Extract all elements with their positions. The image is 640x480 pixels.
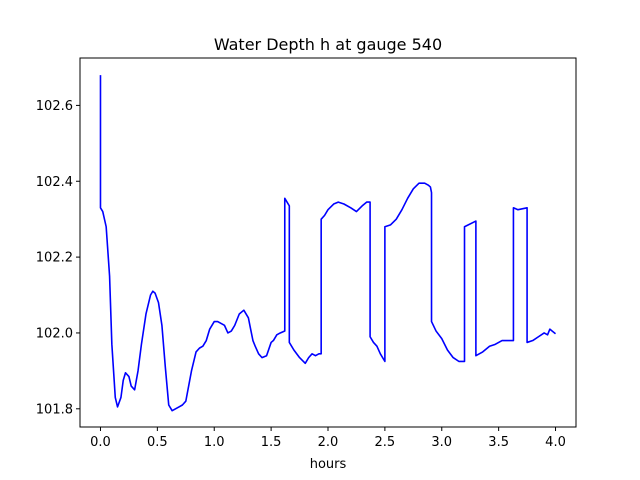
y-tick-label: 102.6 [36, 99, 73, 114]
series-line [99, 75, 557, 412]
x-tick-label: 2.5 [375, 435, 396, 450]
plot-area [99, 75, 557, 412]
y-tick-label: 102.2 [36, 251, 73, 266]
x-tick-label: 4.0 [545, 435, 566, 450]
x-tick-label: 3.5 [488, 435, 509, 450]
x-tick-label: 2.0 [318, 435, 339, 450]
x-tick-label: 0.5 [147, 435, 168, 450]
x-tick-label: 1.5 [261, 435, 282, 450]
y-tick-label: 102.0 [36, 326, 73, 341]
x-axis-ticks: 0.0 0.5 1.0 1.5 2.0 2.5 3.0 3.5 4.0 [90, 427, 566, 450]
y-tick-label: 102.4 [36, 175, 73, 190]
y-axis-ticks: 101.8 102.0 102.2 102.4 102.6 [36, 99, 80, 417]
x-tick-label: 3.0 [431, 435, 452, 450]
x-tick-label: 0.0 [90, 435, 111, 450]
x-tick-label: 1.0 [204, 435, 225, 450]
chart-title: Water Depth h at gauge 540 [214, 35, 442, 54]
x-axis-label: hours [310, 457, 347, 472]
y-tick-label: 101.8 [36, 402, 73, 417]
plot-frame [79, 57, 577, 428]
